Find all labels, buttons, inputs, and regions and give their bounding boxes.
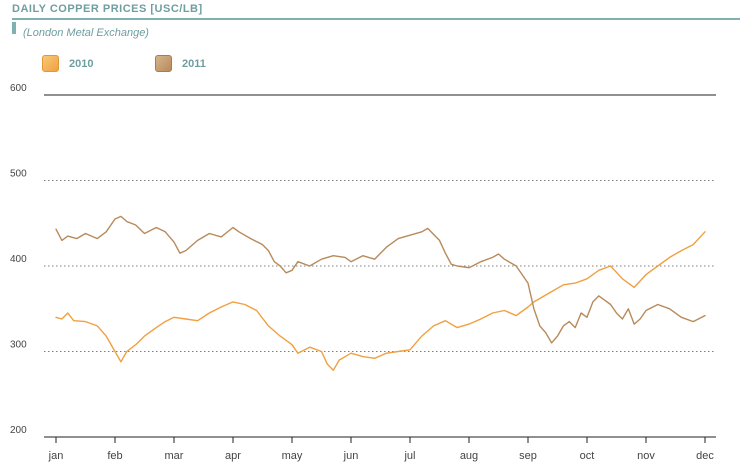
x-tick-label-may: may [282, 450, 303, 462]
x-tick-label-mar: mar [165, 450, 184, 462]
x-tick-label-oct: oct [580, 450, 595, 462]
series-line-2010 [55, 231, 706, 371]
legend-swatch-2011 [155, 55, 172, 72]
y-tick-label-200: 200 [10, 425, 27, 436]
chart-subtitle: (London Metal Exchange) [23, 27, 149, 39]
legend-label-2010: 2010 [69, 57, 94, 70]
x-tick-label-jul: jul [403, 450, 415, 462]
x-tick-label-feb: feb [107, 450, 122, 462]
y-tick-label-600: 600 [10, 83, 27, 94]
legend-item-2011: 2011 [155, 55, 206, 72]
x-tick-label-jun: jun [343, 450, 359, 462]
x-tick-label-apr: apr [225, 450, 241, 462]
y-tick-label-300: 300 [10, 340, 27, 351]
x-tick-label-sep: sep [519, 450, 537, 462]
legend-swatch-2010 [42, 55, 59, 72]
x-tick-label-jan: jan [48, 450, 64, 462]
legend-item-2010: 2010 [42, 55, 93, 72]
title-divider [12, 18, 740, 20]
y-tick-label-500: 500 [10, 169, 27, 180]
chart-title: DAILY COPPER PRICES [USC/LB] [12, 3, 203, 15]
x-tick-label-nov: nov [637, 450, 655, 462]
y-tick-label-400: 400 [10, 254, 27, 265]
x-tick-label-aug: aug [460, 450, 478, 462]
series-line-2011 [55, 215, 706, 344]
legend-label-2011: 2011 [182, 57, 206, 70]
subtitle-accent [12, 22, 16, 34]
x-tick-label-dec: dec [696, 450, 714, 462]
